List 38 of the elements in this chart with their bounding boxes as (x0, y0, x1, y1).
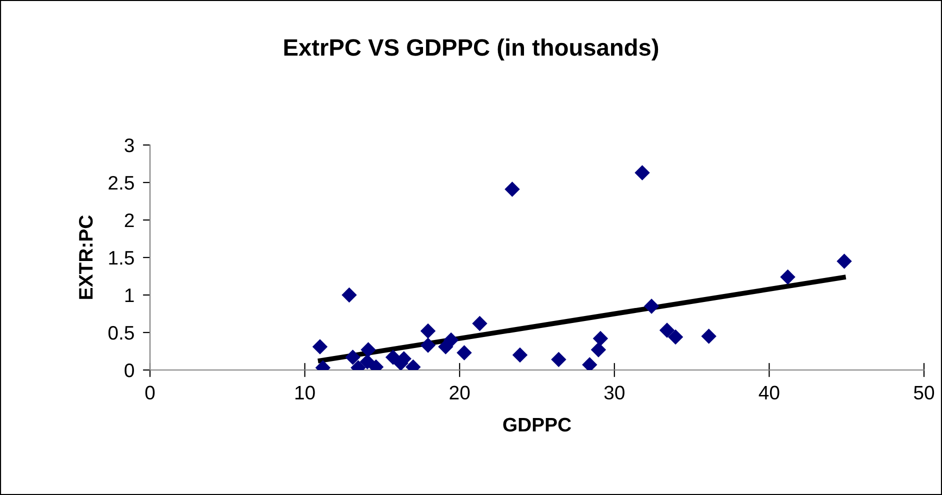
x-tick-label: 0 (145, 386, 155, 400)
point (512, 347, 528, 363)
point (420, 338, 436, 353)
x-tick-label: 30 (604, 386, 624, 400)
y-tick-label: 3 (124, 138, 134, 152)
x-tick-label: 10 (295, 386, 315, 400)
point (312, 339, 328, 354)
point (590, 342, 606, 358)
point (668, 329, 684, 345)
y-tick-label: 0.5 (108, 326, 134, 340)
point (360, 354, 375, 370)
y-tick-label: 1.5 (109, 251, 134, 265)
x-tick-label: 50 (914, 386, 934, 400)
point (634, 165, 650, 180)
y-axis-title: EXTR:PC (78, 215, 93, 299)
point (644, 298, 660, 314)
x-tick-label: 20 (450, 386, 470, 400)
x-axis-title: GDPPC (503, 418, 572, 432)
point (504, 182, 520, 197)
y-tick-label: 0 (124, 363, 134, 378)
point (836, 254, 852, 269)
point (780, 269, 796, 285)
x-tick-label: 40 (758, 386, 780, 400)
point (345, 350, 360, 365)
point (342, 287, 357, 303)
point (360, 342, 376, 358)
y-tick-label: 2.5 (108, 176, 134, 190)
chart-title: ExtrPC VS GDPPC (in thousands) (284, 38, 658, 61)
point (456, 345, 472, 360)
point (592, 330, 608, 346)
point (659, 322, 675, 338)
point (443, 332, 459, 348)
point (551, 352, 566, 368)
y-tick-label: 1 (125, 288, 134, 302)
point (472, 316, 488, 332)
point (701, 328, 716, 344)
point (420, 323, 436, 339)
y-tick-label: 2 (124, 213, 134, 228)
